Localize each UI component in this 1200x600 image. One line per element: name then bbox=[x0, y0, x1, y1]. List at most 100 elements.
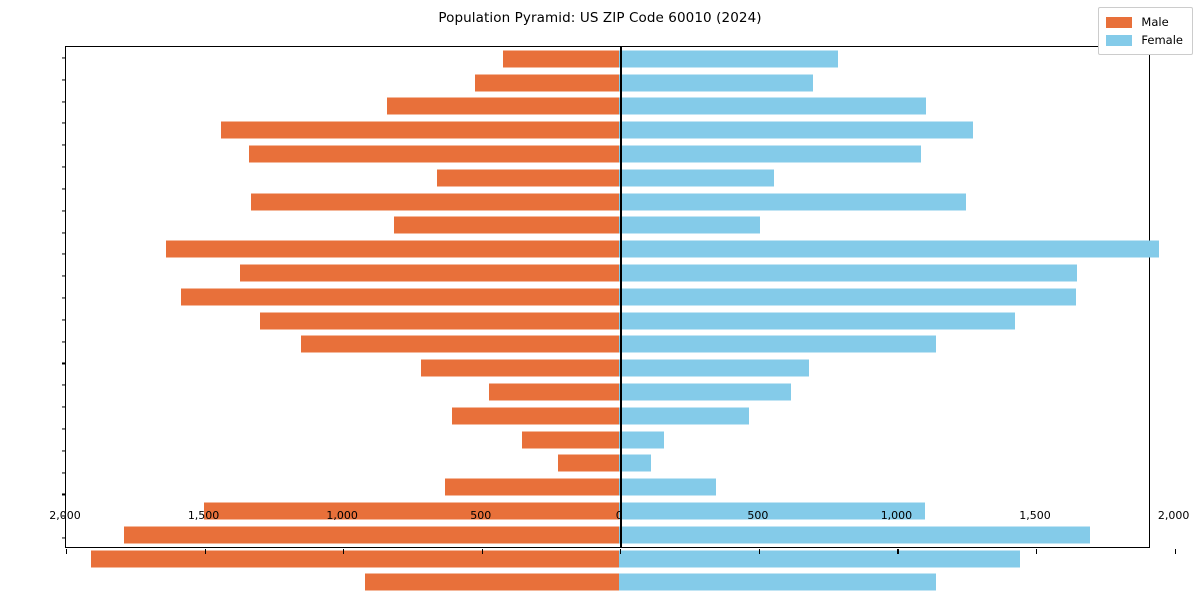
bar-male bbox=[503, 50, 620, 68]
bar-female bbox=[619, 573, 937, 591]
x-axis-tick-label: 2,000 bbox=[1157, 509, 1190, 522]
x-axis-tick bbox=[897, 549, 899, 554]
plot-area bbox=[61, 46, 1176, 591]
bar-female bbox=[619, 431, 664, 449]
bar-male bbox=[393, 216, 620, 234]
bar-male bbox=[204, 502, 620, 520]
bar-female bbox=[619, 169, 775, 187]
y-axis-tick bbox=[61, 450, 66, 452]
bar-female bbox=[619, 359, 809, 377]
bar-female bbox=[619, 193, 967, 211]
x-axis-tick-label: 0 bbox=[615, 509, 623, 522]
y-axis-tick bbox=[61, 384, 66, 386]
bar-male bbox=[475, 74, 620, 92]
legend-item-female: Female bbox=[1106, 31, 1183, 49]
x-axis-tick bbox=[758, 549, 760, 554]
y-axis-tick bbox=[61, 144, 66, 146]
legend-item-male: Male bbox=[1106, 13, 1183, 31]
bar-female bbox=[619, 478, 717, 496]
y-axis-tick bbox=[61, 231, 66, 234]
bar-male bbox=[124, 526, 620, 544]
y-axis-tick bbox=[61, 166, 66, 168]
x-axis-tick bbox=[620, 549, 622, 554]
bar-male bbox=[451, 407, 620, 425]
x-axis-tick-label: 1,500 bbox=[1019, 509, 1051, 522]
y-axis-tick bbox=[61, 362, 66, 365]
bar-row bbox=[66, 571, 1149, 595]
chart-legend: Male Female bbox=[1098, 7, 1193, 55]
bar-male bbox=[421, 359, 620, 377]
bar-row bbox=[66, 214, 1149, 238]
bar-row bbox=[66, 237, 1159, 261]
bar-row bbox=[66, 475, 1149, 499]
bar-row bbox=[66, 380, 1149, 404]
bar-row bbox=[66, 285, 1149, 309]
bar-row bbox=[66, 142, 1149, 166]
chart-title: Population Pyramid: US ZIP Code 60010 (2… bbox=[438, 10, 762, 26]
y-axis-tick bbox=[61, 319, 66, 321]
bar-row bbox=[66, 547, 1149, 571]
y-axis-tick bbox=[61, 472, 66, 474]
bar-female bbox=[619, 335, 937, 353]
bar-male bbox=[240, 264, 620, 282]
y-axis-tick bbox=[61, 253, 66, 255]
bar-female bbox=[619, 240, 1159, 258]
bar-male bbox=[489, 383, 620, 401]
bar-row bbox=[66, 356, 1149, 380]
bar-male bbox=[248, 145, 620, 163]
bar-female bbox=[619, 526, 1090, 544]
y-axis-tick bbox=[61, 79, 66, 81]
bar-female bbox=[619, 74, 813, 92]
bar-male bbox=[558, 454, 620, 472]
y-axis-tick bbox=[61, 188, 66, 190]
bar-male bbox=[180, 288, 620, 306]
y-axis-tick bbox=[61, 428, 66, 430]
bar-male bbox=[259, 312, 620, 330]
bar-female bbox=[619, 50, 838, 68]
x-axis-tick bbox=[66, 549, 68, 554]
y-axis-tick bbox=[61, 122, 66, 124]
legend-swatch-female bbox=[1106, 34, 1133, 46]
y-axis-tick bbox=[61, 210, 66, 212]
x-axis-tick bbox=[204, 549, 206, 554]
y-axis-tick bbox=[61, 297, 66, 299]
bar-rows-container bbox=[66, 47, 1159, 591]
legend-label-male: Male bbox=[1141, 15, 1169, 29]
bar-male bbox=[444, 478, 620, 496]
y-axis-tick bbox=[61, 537, 66, 539]
bar-female bbox=[619, 145, 921, 163]
bar-row bbox=[66, 428, 1149, 452]
x-axis-tick-label: 2,000 bbox=[49, 509, 81, 522]
legend-swatch-male bbox=[1106, 16, 1133, 28]
bar-row bbox=[66, 404, 1149, 428]
bar-male bbox=[301, 335, 620, 353]
x-axis-tick bbox=[1036, 549, 1038, 554]
x-axis-tick-label: 1,500 bbox=[187, 509, 220, 522]
bar-row bbox=[66, 499, 1149, 523]
bar-female bbox=[619, 216, 761, 234]
bar-male bbox=[251, 193, 620, 211]
bar-row bbox=[66, 523, 1149, 547]
x-axis-tick bbox=[481, 549, 483, 554]
x-axis-tick bbox=[343, 549, 345, 554]
bar-row bbox=[66, 118, 1149, 142]
y-axis-tick bbox=[61, 341, 66, 343]
bar-row bbox=[66, 71, 1149, 95]
bar-female bbox=[619, 383, 791, 401]
bar-female bbox=[619, 288, 1076, 306]
y-axis-tick bbox=[61, 101, 66, 103]
bar-male bbox=[90, 550, 620, 568]
y-axis-tick bbox=[61, 493, 66, 495]
x-axis-tick-label: 1,000 bbox=[880, 509, 913, 522]
bar-row bbox=[66, 95, 1149, 119]
bar-row bbox=[66, 261, 1149, 285]
y-axis-tick bbox=[61, 275, 66, 277]
bar-male bbox=[165, 240, 620, 258]
bar-row bbox=[66, 333, 1149, 357]
bar-female bbox=[619, 97, 927, 115]
x-axis-tick bbox=[1174, 549, 1176, 554]
bar-male bbox=[386, 97, 620, 115]
x-axis-tick-label: 500 bbox=[747, 509, 769, 522]
y-axis-tick bbox=[61, 57, 66, 59]
bar-row bbox=[66, 190, 1149, 214]
